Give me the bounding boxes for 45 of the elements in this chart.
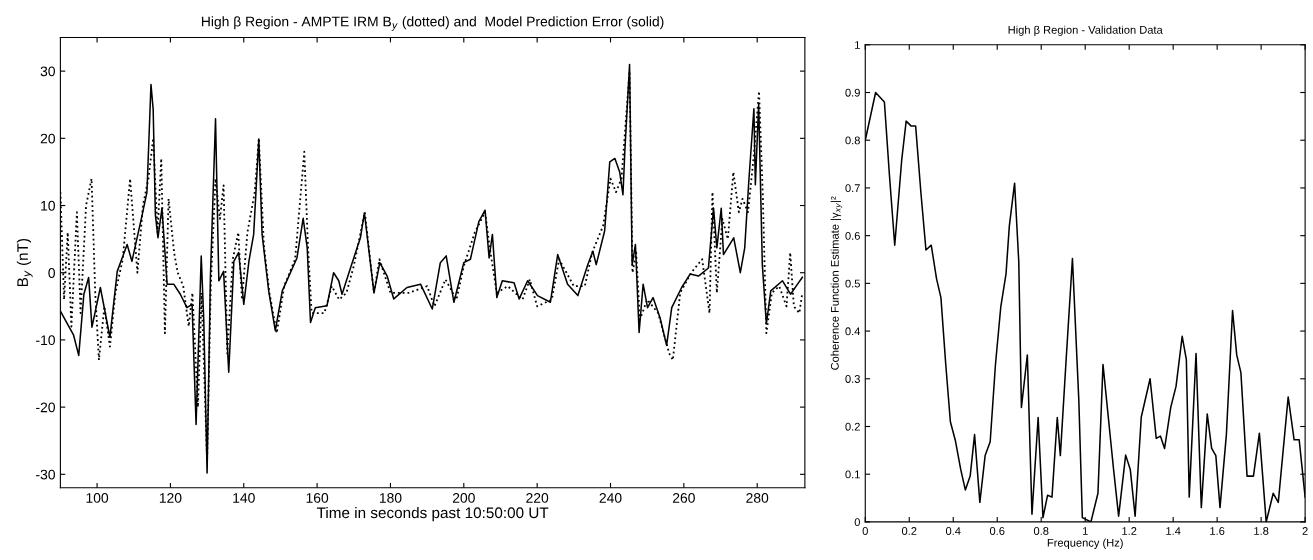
y-tick-label: -20 bbox=[36, 402, 55, 413]
y-tick-label: 0.2 bbox=[845, 422, 860, 431]
x-tick-label: 0.4 bbox=[945, 527, 961, 535]
y-tick-label: 0.9 bbox=[845, 88, 860, 97]
x-axis-title: Frequency (Hz) bbox=[1047, 538, 1123, 549]
x-tick-label: 120 bbox=[159, 492, 182, 503]
x-tick-label: 240 bbox=[599, 492, 622, 503]
y-tick-label: 0 bbox=[48, 268, 55, 278]
x-tick-label: 2 bbox=[1302, 527, 1308, 535]
x-tick-label: 1 bbox=[1082, 527, 1088, 535]
x-tick-label: 220 bbox=[526, 492, 549, 503]
x-tick-label: 200 bbox=[452, 492, 475, 503]
y-tick-label: -30 bbox=[36, 469, 55, 480]
y-tick-label: 1 bbox=[855, 41, 860, 49]
x-tick-label: 0.6 bbox=[989, 527, 1005, 535]
y-tick-label: -10 bbox=[36, 335, 55, 346]
x-axis-title: Time in seconds past 10:50:00 UT bbox=[316, 506, 549, 522]
x-tick-label: 0.2 bbox=[901, 527, 917, 535]
x-tick-label: 140 bbox=[233, 492, 255, 503]
x-tick-label: 1.4 bbox=[1166, 527, 1181, 535]
x-tick-label: 180 bbox=[379, 492, 402, 503]
chart-title: High β Region - AMPTE IRM B$_{y}$ (dotted) and Model Prediction Error (solid) bbox=[201, 16, 664, 31]
y-tick-label: 0.8 bbox=[845, 136, 860, 145]
y-tick-label: 20 bbox=[40, 133, 55, 144]
y-tick-label: 10 bbox=[41, 200, 55, 211]
y-tick-label: 30 bbox=[40, 66, 55, 77]
y-axis-title: B$_{y}$ (nT) bbox=[16, 238, 33, 287]
x-tick-label: 100 bbox=[86, 492, 109, 503]
x-tick-label: 1.6 bbox=[1210, 527, 1225, 535]
y-tick-label: 0.7 bbox=[845, 184, 860, 193]
y-tick-label: 0.3 bbox=[845, 375, 860, 383]
y-tick-label: 0 bbox=[854, 518, 860, 527]
x-tick-label: 0 bbox=[862, 527, 868, 535]
y-tick-label: 0.6 bbox=[845, 231, 860, 240]
chart-title: High β Region - Validation Data bbox=[1008, 25, 1163, 36]
y-tick-label: 0.1 bbox=[845, 470, 860, 479]
x-tick-label: 1.2 bbox=[1122, 527, 1137, 535]
x-tick-label: 160 bbox=[306, 492, 329, 503]
y-axis-title: Coherence Function Estimate |γ$_{xy}$|² bbox=[830, 196, 843, 370]
x-tick-label: 260 bbox=[672, 492, 695, 503]
x-tick-label: 0.8 bbox=[1033, 527, 1049, 535]
y-tick-label: 0.5 bbox=[845, 279, 860, 288]
x-tick-label: 280 bbox=[746, 492, 769, 503]
y-tick-label: 0.4 bbox=[845, 327, 861, 336]
x-tick-label: 1.8 bbox=[1254, 527, 1269, 535]
